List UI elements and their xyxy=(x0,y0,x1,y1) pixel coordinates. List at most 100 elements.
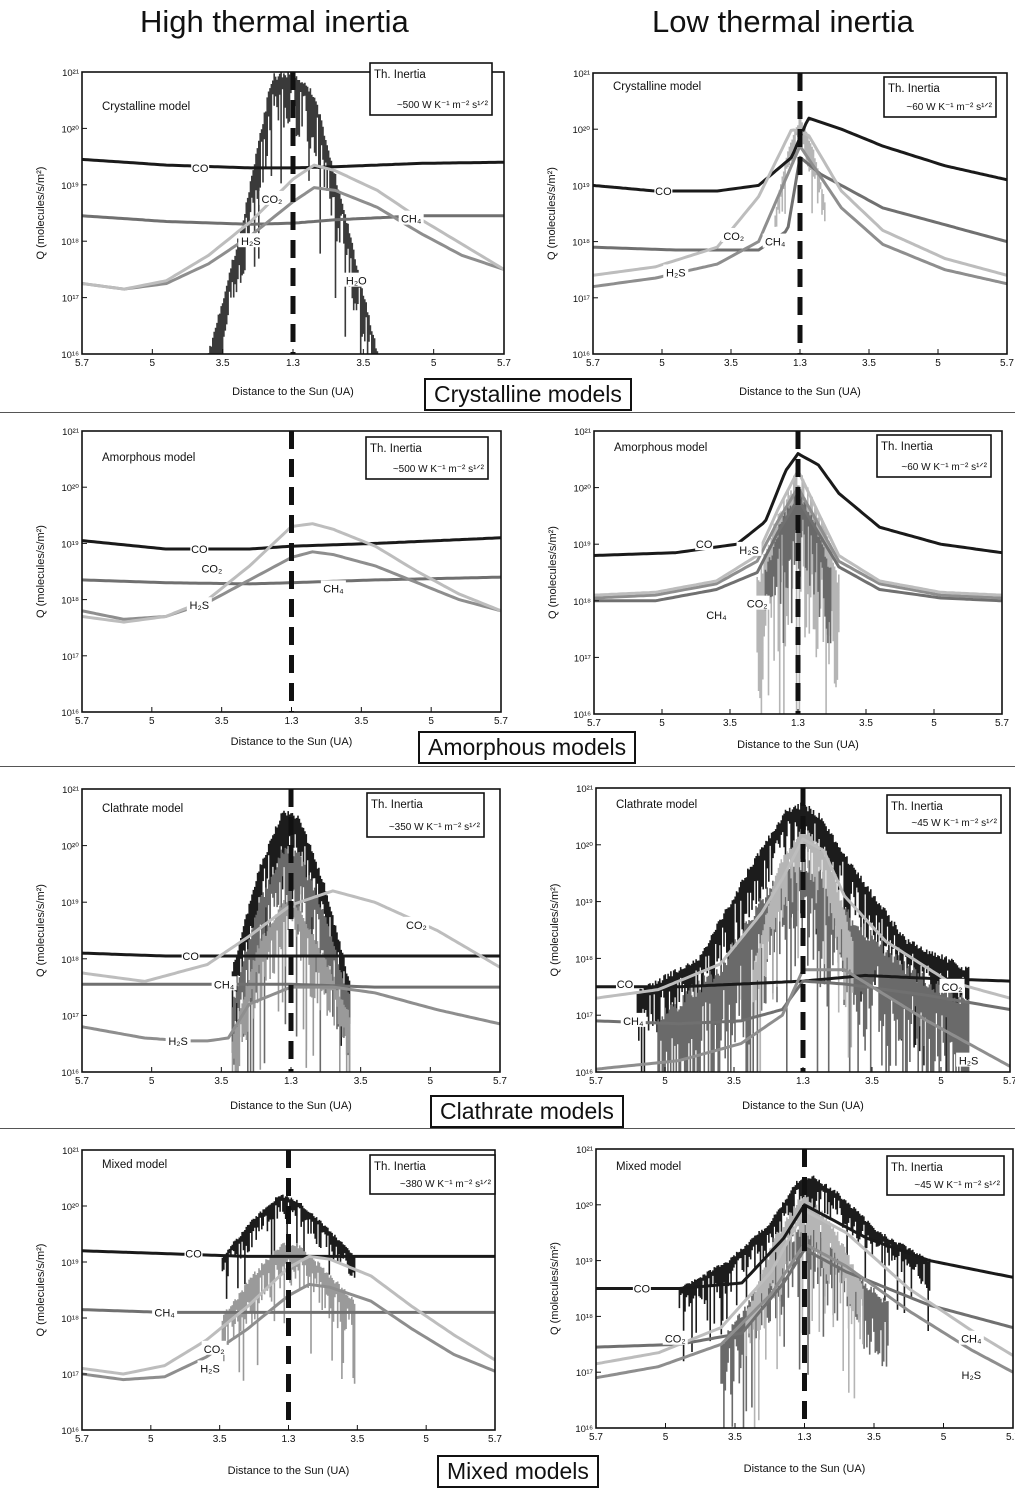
y-tick-label: 10²⁰ xyxy=(575,1201,593,1212)
annotation-label: H₂S xyxy=(666,268,686,280)
y-tick-label: 10¹⁹ xyxy=(573,540,591,551)
x-tick-label: 5 xyxy=(428,1076,434,1087)
annotation-label: H₂S xyxy=(168,1036,188,1048)
x-tick-label: 5.7 xyxy=(589,1076,603,1087)
annotation-bg xyxy=(736,541,762,556)
model-label: Clathrate model xyxy=(102,803,183,815)
annotation-label: CO xyxy=(192,163,209,175)
x-tick-label: 3.5 xyxy=(215,716,229,727)
y-tick-label: 10¹⁶ xyxy=(61,1426,79,1437)
x-tick-label: 5 xyxy=(659,358,665,369)
chart-panel-amorphous-high: CO CO₂ CH₄ H₂S 10¹⁶ 10¹⁷ 10¹⁸ 10¹⁹ 10²⁰ 10²¹ 5.7 5 3… xyxy=(35,427,508,748)
x-tick-label: 5.7 xyxy=(75,1434,89,1445)
annotation-bg xyxy=(958,1366,984,1381)
y-tick-label: 10²⁰ xyxy=(61,124,79,135)
x-axis-label: Distance to the Sun (UA) xyxy=(744,1463,866,1475)
chart-panel-crystalline-high: CO CO₂ CH₄ H₂S H₂O 10¹⁶ 10¹⁷ 10¹⁸ 10¹⁹ 10²⁰ 10²¹ 5.… xyxy=(35,62,511,398)
x-tick-label: 5 xyxy=(941,1432,947,1443)
burst-co xyxy=(221,1194,356,1299)
row-label-crystalline: Crystalline models xyxy=(424,378,632,411)
y-tick-label: 10¹⁹ xyxy=(575,898,593,909)
annotation-label: CH₄ xyxy=(323,583,344,595)
x-tick-label: 5 xyxy=(150,358,156,369)
annotation-bg xyxy=(398,210,424,225)
y-tick-label: 10¹⁸ xyxy=(61,237,79,248)
x-tick-label: 5 xyxy=(149,1076,155,1087)
plot-area: CO CO₂ CH₄ H₂S xyxy=(596,1149,1013,1428)
annotation-bg xyxy=(165,1032,191,1047)
annotation-bg xyxy=(632,1280,651,1295)
series-line-co xyxy=(594,452,1002,557)
annotation-bg xyxy=(199,560,225,575)
y-tick-label: 10¹⁸ xyxy=(575,954,593,965)
y-tick-label: 10²⁰ xyxy=(573,484,591,495)
chart-panel-mixed-low: CO CO₂ CH₄ H₂S 10¹⁶ 10¹⁷ 10¹⁸ 10¹⁹ 10²⁰ 10²¹ 5.7 5 3… xyxy=(549,1145,1015,1475)
annotation-label: CO₂ xyxy=(406,920,427,932)
y-tick-label: 10¹⁷ xyxy=(62,652,80,663)
burst-co2 xyxy=(752,825,854,1072)
y-tick-label: 10¹⁸ xyxy=(573,597,591,608)
x-tick-label: 5.7 xyxy=(586,358,600,369)
x-tick-label: 5 xyxy=(659,718,665,729)
annotation-label: CO xyxy=(182,951,199,963)
y-tick-label: 10¹⁷ xyxy=(62,294,80,305)
annotation-label: CO₂ xyxy=(942,982,963,994)
annotation-bg xyxy=(343,272,369,287)
inertia-box xyxy=(886,1155,1005,1196)
model-label: Mixed model xyxy=(102,1159,167,1171)
x-tick-label: 3.5 xyxy=(865,1076,879,1087)
y-axis-label: Q (molecules/s/m²) xyxy=(547,526,559,619)
annotation-bg xyxy=(654,183,673,198)
x-tick-label: 3.5 xyxy=(354,1076,368,1087)
inertia-box xyxy=(369,62,493,116)
annotation-bg xyxy=(721,227,747,242)
y-tick-label: 10²⁰ xyxy=(61,842,79,853)
x-tick-label: 1.3 xyxy=(282,1434,296,1445)
y-tick-label: 10²¹ xyxy=(62,785,79,796)
annotation-bg xyxy=(181,947,200,962)
annotation-bg xyxy=(695,536,714,551)
row-label-clathrate: Clathrate models xyxy=(430,1095,624,1128)
y-tick-label: 10²¹ xyxy=(573,69,590,80)
annotation-label: CH₄ xyxy=(765,237,786,249)
annotation-bg xyxy=(320,580,346,595)
annotation-bg xyxy=(191,159,210,174)
series-line-ch4 xyxy=(82,1308,495,1314)
y-tick-label: 10¹⁶ xyxy=(61,1068,79,1079)
x-axis-label: Distance to the Sun (UA) xyxy=(739,386,861,398)
inertia-value: ~350 W K⁻¹ m⁻² s¹ᐟ² xyxy=(389,822,481,833)
y-tick-label: 10¹⁶ xyxy=(573,710,591,721)
series-line-ch4 xyxy=(596,979,1010,1026)
plot-area: CO CO₂ CH₄ H₂S xyxy=(596,788,1010,1072)
x-tick-label: 5.7 xyxy=(587,718,601,729)
chart-panel-mixed-high: CO CH₄ CO₂ H₂S 10¹⁶ 10¹⁷ 10¹⁸ 10¹⁹ 10²⁰ 10²¹ 5.7 5 3… xyxy=(35,1146,502,1477)
annotation-bg xyxy=(620,1012,646,1027)
x-tick-label: 5 xyxy=(431,358,437,369)
annotation-bg xyxy=(662,1330,688,1345)
y-axis-label: Q (molecules/s/m²) xyxy=(35,167,47,260)
annotation-label: CO₂ xyxy=(665,1334,686,1346)
y-tick-label: 10²¹ xyxy=(576,1145,593,1156)
x-tick-label: 3.5 xyxy=(728,1432,742,1443)
annotation-bg xyxy=(762,233,788,248)
annotation-bg xyxy=(190,541,209,556)
x-tick-label: 1.3 xyxy=(285,716,299,727)
x-tick-label: 3.5 xyxy=(727,1076,741,1087)
annotation-label: CO xyxy=(185,1249,202,1261)
y-tick-label: 10²¹ xyxy=(62,427,79,438)
plot-area: CO CO₂ CH₄ H₂S xyxy=(82,431,501,712)
x-axis-label: Distance to the Sun (UA) xyxy=(228,1465,350,1477)
model-label: Amorphous model xyxy=(614,442,707,454)
x-tick-label: 3.5 xyxy=(862,358,876,369)
x-tick-label: 5 xyxy=(428,716,434,727)
annotation-label: CO₂ xyxy=(747,599,768,611)
y-tick-label: 10¹⁷ xyxy=(574,653,592,664)
burst-ch4 xyxy=(764,490,832,644)
x-tick-label: 5.7 xyxy=(494,716,508,727)
y-axis-label: Q (molecules/s/m²) xyxy=(35,884,47,977)
y-tick-label: 10²⁰ xyxy=(572,125,590,136)
annotation-bg xyxy=(958,1330,984,1345)
x-tick-label: 1.3 xyxy=(793,358,807,369)
inertia-box xyxy=(886,794,1002,834)
x-tick-label: 3.5 xyxy=(356,358,370,369)
